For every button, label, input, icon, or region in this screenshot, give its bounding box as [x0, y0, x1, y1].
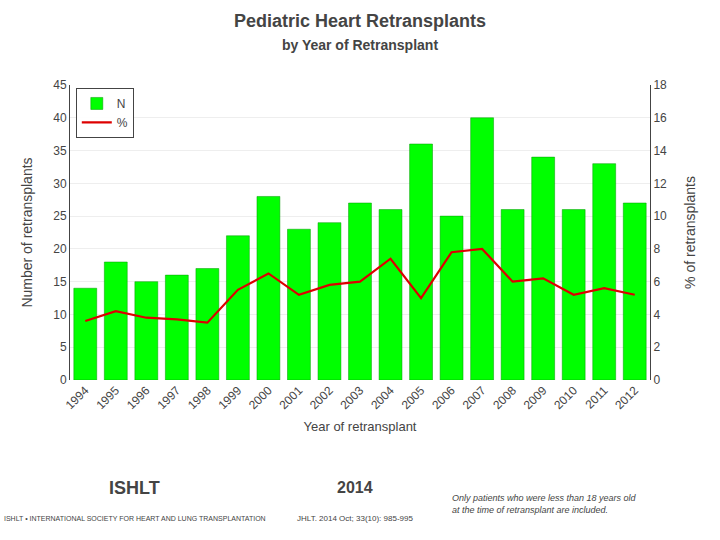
svg-text:16: 16 [653, 111, 667, 125]
svg-text:18: 18 [653, 78, 667, 92]
svg-text:30: 30 [53, 177, 67, 191]
svg-text:Number of retransplants: Number of retransplants [19, 157, 35, 307]
svg-text:1998: 1998 [185, 383, 214, 412]
svg-text:10: 10 [53, 308, 67, 322]
svg-text:1999: 1999 [215, 383, 244, 412]
svg-text:0: 0 [60, 373, 67, 387]
svg-text:2012: 2012 [612, 383, 641, 412]
svg-text:1997: 1997 [154, 383, 183, 412]
svg-text:25: 25 [53, 209, 67, 223]
svg-text:2005: 2005 [399, 383, 428, 412]
svg-text:ISHLT: ISHLT [109, 478, 160, 498]
svg-text:2004: 2004 [368, 383, 397, 412]
svg-text:6: 6 [653, 275, 660, 289]
svg-text:2: 2 [653, 340, 660, 354]
svg-text:2007: 2007 [460, 383, 489, 412]
svg-text:2009: 2009 [521, 383, 550, 412]
svg-text:2011: 2011 [582, 383, 610, 411]
svg-text:0: 0 [653, 373, 660, 387]
svg-text:ISHLT • INTERNATIONAL SOCIETY: ISHLT • INTERNATIONAL SOCIETY FOR HEART … [4, 515, 266, 522]
svg-text:14: 14 [653, 144, 667, 158]
svg-text:5: 5 [60, 340, 67, 354]
svg-text:2008: 2008 [490, 383, 519, 412]
svg-text:2006: 2006 [429, 383, 458, 412]
svg-text:10: 10 [653, 209, 667, 223]
svg-text:Year of retransplant: Year of retransplant [304, 419, 417, 434]
svg-text:4: 4 [653, 308, 660, 322]
svg-text:2001: 2001 [277, 383, 306, 412]
svg-text:N: N [117, 97, 126, 111]
svg-text:2003: 2003 [338, 383, 367, 412]
svg-text:45: 45 [53, 78, 67, 92]
svg-text:20: 20 [53, 242, 67, 256]
svg-text:1996: 1996 [124, 383, 153, 412]
svg-text:2014: 2014 [337, 479, 373, 496]
svg-text:Pediatric Heart Retransplantsb: Pediatric Heart Retransplantsby Year of … [234, 11, 486, 53]
svg-text:Only patients who were less th: Only patients who were less than 18 year… [452, 493, 637, 515]
svg-text:2010: 2010 [551, 383, 580, 412]
svg-text:1995: 1995 [93, 383, 122, 412]
svg-text:JHLT. 2014 Oct; 33(10): 985-99: JHLT. 2014 Oct; 33(10): 985-995 [297, 514, 413, 523]
svg-text:40: 40 [53, 111, 67, 125]
svg-text:% of retransplants: % of retransplants [682, 176, 698, 289]
svg-text:1994: 1994 [63, 383, 92, 412]
svg-text:35: 35 [53, 144, 67, 158]
svg-text:15: 15 [53, 275, 67, 289]
svg-text:2000: 2000 [246, 383, 275, 412]
svg-text:2002: 2002 [307, 383, 336, 412]
svg-text:8: 8 [653, 242, 660, 256]
svg-text:%: % [117, 116, 128, 130]
svg-text:12: 12 [653, 177, 667, 191]
